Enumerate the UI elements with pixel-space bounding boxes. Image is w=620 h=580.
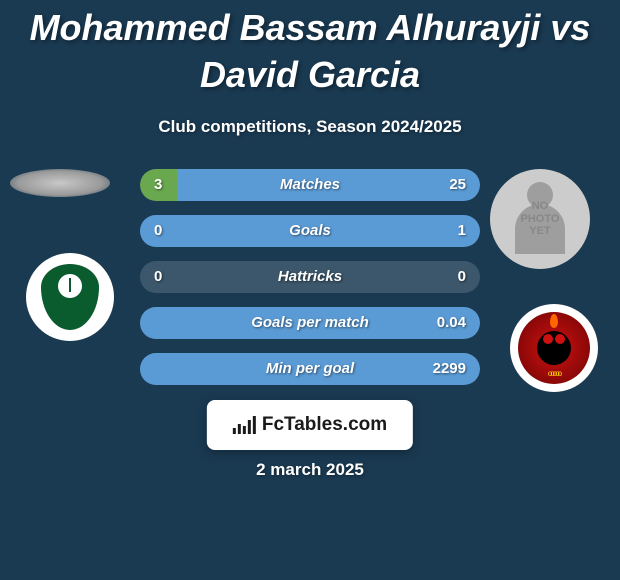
stat-label: Matches (140, 176, 480, 193)
stat-value-right: 0.04 (437, 314, 466, 331)
player-left-placeholder (10, 169, 110, 197)
no-photo-label: NO PHOTO YET (521, 200, 560, 236)
flame-icon (550, 314, 558, 328)
rings-icon: ooooo (548, 369, 560, 378)
stat-row: 0 Hattricks 0 (140, 261, 480, 293)
ball-icon (537, 331, 571, 365)
stat-label: Min per goal (140, 360, 480, 377)
infographic-container: Mohammed Bassam Alhurayji vs David Garci… (0, 0, 620, 580)
club-badge-left (26, 253, 114, 341)
stat-row: Min per goal 2299 (140, 353, 480, 385)
bar-chart-icon (233, 416, 256, 434)
stat-rows: 3 Matches 25 0 Goals 1 0 Hattricks 0 (140, 169, 480, 399)
shield-icon (41, 264, 99, 330)
stat-row: Goals per match 0.04 (140, 307, 480, 339)
stat-value-right: 2299 (433, 360, 466, 377)
stat-value-right: 0 (458, 268, 466, 285)
stat-value-right: 1 (458, 222, 466, 239)
page-title: Mohammed Bassam Alhurayji vs David Garci… (0, 5, 620, 99)
club-badge-right: ooooo (510, 304, 598, 392)
stat-label: Goals per match (140, 314, 480, 331)
stat-label: Goals (140, 222, 480, 239)
footer-date: 2 march 2025 (256, 460, 364, 480)
stat-row: 0 Goals 1 (140, 215, 480, 247)
player-right-photo: NO PHOTO YET (490, 169, 590, 269)
stat-row: 3 Matches 25 (140, 169, 480, 201)
brand-badge: FcTables.com (207, 400, 413, 450)
stat-label: Hattricks (140, 268, 480, 285)
brand-label: FcTables.com (262, 414, 387, 436)
subtitle: Club competitions, Season 2024/2025 (0, 117, 620, 137)
club-right-inner: ooooo (518, 312, 590, 384)
palm-icon (69, 278, 71, 292)
stat-value-right: 25 (449, 176, 466, 193)
